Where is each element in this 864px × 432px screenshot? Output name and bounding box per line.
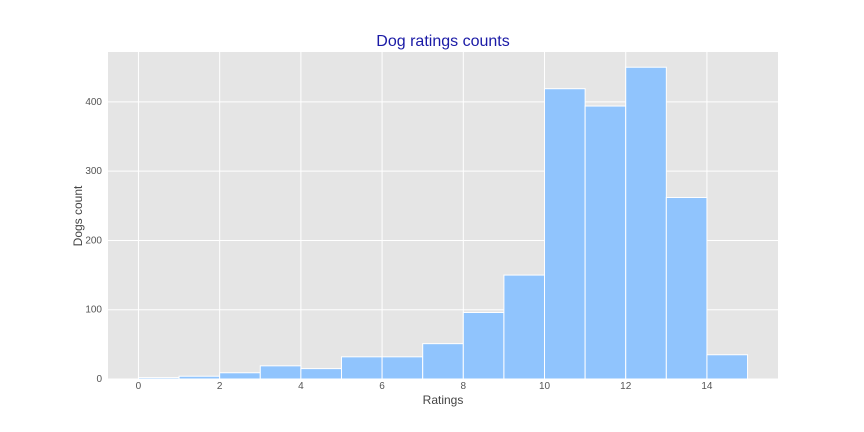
y-tick-label: 100 (85, 305, 102, 316)
y-tick-label: 300 (85, 166, 102, 177)
histogram-bar (137, 377, 180, 380)
histogram-bar (300, 368, 342, 380)
histogram-bar (706, 354, 749, 380)
histogram-bar (584, 105, 627, 380)
x-tick-label: 14 (701, 381, 713, 392)
x-tick-label: 2 (217, 381, 223, 392)
x-tick-label: 12 (620, 381, 632, 392)
y-tick-labels: 0 100 200 300 400 (85, 97, 102, 385)
histogram-bar (219, 372, 261, 380)
y-tick-label: 200 (85, 235, 102, 246)
histogram-bar (625, 66, 667, 380)
bars (137, 66, 749, 380)
y-tick-label: 400 (85, 97, 102, 108)
histogram-bar (462, 311, 505, 380)
x-tick-label: 0 (136, 381, 142, 392)
y-axis-label: Dogs count (71, 185, 85, 246)
x-tick-label: 4 (298, 381, 304, 392)
x-tick-label: 8 (461, 381, 467, 392)
histogram-bar (503, 274, 546, 380)
histogram-bar (178, 375, 221, 380)
chart-title: Dog ratings counts (376, 33, 509, 50)
histogram-bar (340, 356, 383, 380)
histogram-bar (259, 365, 302, 380)
histogram-bar (422, 343, 464, 380)
x-axis-label: Ratings (423, 393, 464, 407)
y-tick-label: 0 (96, 374, 102, 385)
histogram-bar (544, 88, 586, 380)
histogram-bar (381, 356, 424, 380)
histogram-bar (665, 196, 708, 380)
x-tick-label: 10 (539, 381, 551, 392)
x-tick-label: 6 (379, 381, 385, 392)
x-tick-labels: 0 2 4 6 8 10 12 14 (136, 381, 713, 392)
